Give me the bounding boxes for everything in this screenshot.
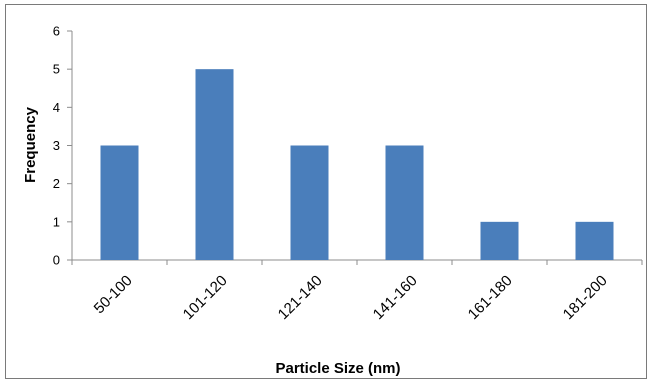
y-tick-label: 4 [53, 100, 60, 115]
x-axis [71, 259, 643, 265]
x-category-label: 101-120 [180, 272, 231, 323]
y-axis-title: Frequency [22, 106, 39, 183]
y-tick-label: 2 [53, 176, 60, 191]
x-category-label: 181-200 [560, 272, 611, 323]
x-category-label: 141-160 [370, 272, 421, 323]
bar-181-200 [575, 221, 614, 260]
bars [100, 69, 614, 261]
y-tick-label: 1 [53, 214, 60, 229]
y-tick-label: 5 [53, 62, 60, 77]
y-tick-label: 3 [53, 138, 60, 153]
bar-161-180 [480, 221, 519, 260]
x-category-label: 50-100 [91, 272, 136, 317]
bar-101-120 [195, 69, 234, 261]
x-category-label: 161-180 [465, 272, 516, 323]
x-category-label: 121-140 [275, 272, 326, 323]
y-tick-label: 6 [53, 24, 60, 39]
bar-121-140 [290, 145, 329, 260]
y-axis: 0 1 2 3 4 5 6 [53, 24, 73, 268]
y-tick-label: 0 [53, 253, 60, 268]
category-labels: 50-100 101-120 121-140 141-160 161-180 181-20… [91, 272, 611, 323]
bar-50-100 [100, 145, 139, 260]
bar-141-160 [385, 145, 424, 260]
x-axis-title: Particle Size (nm) [275, 360, 400, 377]
